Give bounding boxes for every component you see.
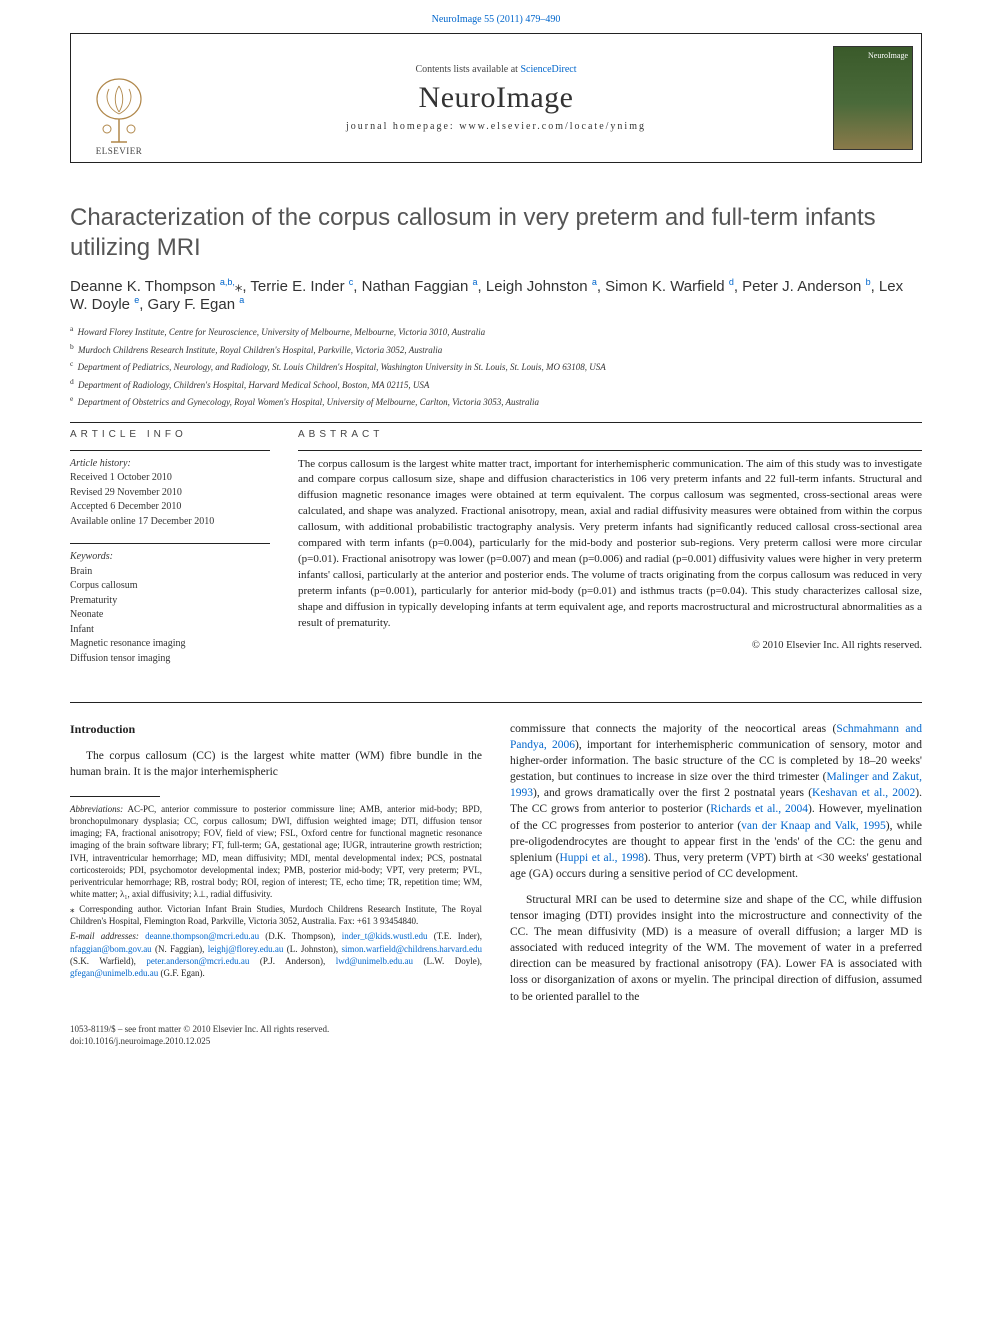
divider xyxy=(70,422,922,423)
history-line: Received 1 October 2010 xyxy=(70,471,270,486)
email-who: (D.K. Thompson), xyxy=(259,931,342,941)
journal-title: NeuroImage xyxy=(419,81,574,115)
abbrev-text: AC-PC, anterior commissure to posterior … xyxy=(70,804,482,899)
email-label: E-mail addresses: xyxy=(70,931,139,941)
email-link[interactable]: simon.warfield@childrens.harvard.edu xyxy=(342,944,483,954)
article-title: Characterization of the corpus callosum … xyxy=(70,203,922,263)
author-list: Deanne K. Thompson a,b,⁎, Terrie E. Inde… xyxy=(70,277,922,313)
journal-homepage: journal homepage: www.elsevier.com/locat… xyxy=(346,121,646,132)
email-who: (T.E. Inder), xyxy=(428,931,482,941)
keyword: Neonate xyxy=(70,608,270,623)
affiliation-item: c Department of Pediatrics, Neurology, a… xyxy=(70,358,922,375)
keyword: Corpus callosum xyxy=(70,579,270,594)
keyword: Infant xyxy=(70,623,270,638)
citation-link[interactable]: van der Knaap and Valk, 1995 xyxy=(741,820,886,832)
page-footer: 1053-8119/$ – see front matter © 2010 El… xyxy=(0,1023,992,1068)
divider xyxy=(70,702,922,703)
keyword: Prematurity xyxy=(70,594,270,609)
email-link[interactable]: inder_t@kids.wustl.edu xyxy=(342,931,428,941)
keyword: Brain xyxy=(70,565,270,580)
email-who: (N. Faggian), xyxy=(152,944,208,954)
email-who: (G.F. Egan). xyxy=(158,968,205,978)
footnote-divider xyxy=(70,796,160,797)
citation-link[interactable]: Richards et al., 2004 xyxy=(710,803,808,815)
keyword: Magnetic resonance imaging xyxy=(70,637,270,652)
elsevier-logo: ELSEVIER xyxy=(79,56,159,156)
email-link[interactable]: deanne.thompson@mcri.edu.au xyxy=(145,931,259,941)
elsevier-tree-icon xyxy=(89,74,149,144)
affiliation-item: e Department of Obstetrics and Gynecolog… xyxy=(70,393,922,410)
keywords-label: Keywords: xyxy=(70,550,270,565)
email-link[interactable]: peter.anderson@mcri.edu.au xyxy=(146,956,249,966)
keyword: Diffusion tensor imaging xyxy=(70,652,270,667)
article-info-head: ARTICLE INFO xyxy=(70,429,270,440)
citation-link[interactable]: Huppi et al., 1998 xyxy=(559,852,644,864)
intro-paragraph-3: Structural MRI can be used to determine … xyxy=(510,892,922,1005)
journal-masthead: ELSEVIER Contents lists available at Sci… xyxy=(70,33,922,163)
contents-available: Contents lists available at ScienceDirec… xyxy=(415,64,576,75)
doi-line: doi:10.1016/j.neuroimage.2010.12.025 xyxy=(70,1035,922,1048)
history-line: Accepted 6 December 2010 xyxy=(70,500,270,515)
body-columns: Introduction The corpus callosum (CC) is… xyxy=(70,721,922,1005)
affiliation-item: d Department of Radiology, Children's Ho… xyxy=(70,376,922,393)
journal-cover-thumbnail: NeuroImage xyxy=(833,46,913,150)
cover-thumb-box: NeuroImage xyxy=(825,34,921,162)
email-who: (P.J. Anderson), xyxy=(249,956,335,966)
history-line: Revised 29 November 2010 xyxy=(70,486,270,501)
publisher-logo-box: ELSEVIER xyxy=(71,34,167,162)
publisher-name: ELSEVIER xyxy=(96,146,143,156)
keywords-block: Keywords: BrainCorpus callosumPrematurit… xyxy=(70,543,270,666)
front-matter-line: 1053-8119/$ – see front matter © 2010 El… xyxy=(70,1023,922,1036)
citation-header: NeuroImage 55 (2011) 479–490 xyxy=(0,0,992,33)
article-history: Article history: Received 1 October 2010… xyxy=(70,450,270,530)
email-link[interactable]: gfegan@unimelb.edu.au xyxy=(70,968,158,978)
abstract-text: The corpus callosum is the largest white… xyxy=(298,450,922,632)
affiliation-item: b Murdoch Childrens Research Institute, … xyxy=(70,341,922,358)
citation-link[interactable]: NeuroImage 55 (2011) 479–490 xyxy=(432,14,561,25)
intro-paragraph-2: commissure that connects the majority of… xyxy=(510,721,922,882)
affiliation-item: a Howard Florey Institute, Centre for Ne… xyxy=(70,323,922,340)
citation-link[interactable]: Keshavan et al., 2002 xyxy=(812,787,915,799)
intro-paragraph-1: The corpus callosum (CC) is the largest … xyxy=(70,748,482,780)
abstract-copyright: © 2010 Elsevier Inc. All rights reserved… xyxy=(298,640,922,651)
corresp-label: ⁎ Corresponding author. xyxy=(70,904,162,914)
email-who: (L. Johnston), xyxy=(283,944,341,954)
email-who: (S.K. Warfield), xyxy=(70,956,146,966)
history-label: Article history: xyxy=(70,457,270,472)
affiliations: a Howard Florey Institute, Centre for Ne… xyxy=(70,323,922,410)
email-link[interactable]: nfaggian@bom.gov.au xyxy=(70,944,152,954)
history-line: Available online 17 December 2010 xyxy=(70,515,270,530)
email-who: (L.W. Doyle), xyxy=(413,956,482,966)
introduction-head: Introduction xyxy=(70,721,482,738)
sciencedirect-link[interactable]: ScienceDirect xyxy=(520,64,576,75)
footnotes: Abbreviations: AC-PC, anterior commissur… xyxy=(70,803,482,979)
email-link[interactable]: leighj@florey.edu.au xyxy=(208,944,284,954)
abstract-head: ABSTRACT xyxy=(298,429,922,440)
email-link[interactable]: lwd@unimelb.edu.au xyxy=(336,956,413,966)
abbrev-label: Abbreviations: xyxy=(70,804,123,814)
